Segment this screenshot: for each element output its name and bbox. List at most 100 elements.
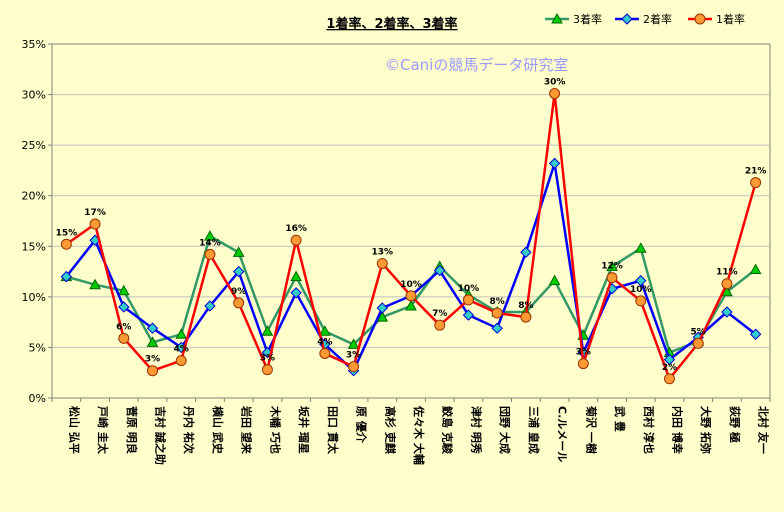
- x-category-label: 原 優介: [355, 406, 369, 444]
- point-0-19: [606, 260, 618, 272]
- y-tick-label: 25%: [22, 139, 46, 152]
- point-2-22: [692, 337, 704, 349]
- point-1-23: [721, 306, 733, 318]
- point-0-6: [232, 246, 245, 257]
- point-1-15: [491, 322, 503, 334]
- data-label: 3%: [346, 351, 361, 361]
- point-1-8: [290, 287, 302, 299]
- data-label: 16%: [285, 224, 307, 234]
- data-label: 14%: [199, 238, 221, 248]
- data-labels: 15% 17% 6% 3% 4% 14% 9% 3% 16% 4% 3% 13% 10% 7% 10% 8% 8…: [56, 78, 767, 373]
- legend: 3着率 2着率 1着率: [545, 12, 745, 26]
- point-2-5: [204, 248, 216, 260]
- point-1-17: [548, 157, 561, 170]
- point-2-19: [606, 272, 618, 284]
- x-category-label: 北村 友一: [757, 406, 771, 454]
- data-label: 11%: [716, 268, 738, 278]
- point-0-7: [261, 325, 274, 336]
- point-1-21: [663, 353, 676, 366]
- point-0-5: [204, 230, 216, 241]
- point-0-12: [405, 299, 417, 311]
- y-tick-label: 5%: [29, 341, 46, 354]
- point-2-8: [290, 234, 302, 246]
- point-1-6: [232, 265, 245, 278]
- point-1-5: [204, 300, 216, 312]
- point-0-1: [89, 278, 101, 290]
- point-2-23: [721, 278, 733, 290]
- x-category-label: 丹内 祐次: [182, 406, 196, 454]
- data-label: 17%: [84, 208, 106, 218]
- point-1-14: [462, 309, 475, 321]
- data-label: 2%: [662, 363, 677, 373]
- data-label: 3%: [145, 355, 160, 365]
- watermark: ©Caniの競馬データ研究室: [385, 56, 568, 74]
- point-2-14: [462, 294, 474, 306]
- x-category-label: 団野 大成: [498, 406, 512, 454]
- y-tick-label: 20%: [22, 190, 46, 203]
- point-2-20: [635, 295, 647, 307]
- point-0-9: [318, 325, 331, 336]
- legend-label-0: 3着率: [573, 12, 602, 26]
- x-category-label: 鮫島 克駿: [441, 406, 455, 455]
- x-category-label: 菅原 明良: [125, 406, 139, 454]
- x-category-label: 横山 武史: [211, 406, 225, 455]
- point-2-6: [233, 297, 245, 309]
- point-2-0: [60, 238, 72, 250]
- data-label: 15%: [56, 228, 78, 238]
- point-2-24: [750, 177, 762, 189]
- x-category-label: 吉村 誠之助: [154, 406, 168, 465]
- data-label: 10%: [400, 280, 422, 290]
- point-1-11: [376, 302, 388, 314]
- point-1-16: [520, 246, 532, 259]
- series-2: [60, 88, 762, 385]
- x-category-label: 佐々木 大輔: [412, 405, 426, 465]
- x-category-label: 高杉 吏麒: [383, 406, 397, 454]
- point-2-21: [663, 373, 675, 385]
- y-tick-label: 0%: [29, 392, 46, 405]
- x-category-label: 大野 拓弥: [699, 406, 713, 454]
- plot-area: [51, 43, 771, 399]
- legend-marker-0: [551, 12, 563, 24]
- legend-label-2: 1着率: [716, 12, 745, 26]
- data-label: 4%: [317, 337, 332, 347]
- point-1-13: [434, 264, 446, 277]
- point-1-2: [118, 301, 130, 313]
- y-tick-label: 15%: [22, 240, 46, 253]
- y-axis-ticks: 0% 5% 10% 15% 20% 25% 30% 35%: [22, 38, 771, 405]
- data-label: 12%: [601, 262, 623, 272]
- point-2-13: [434, 319, 446, 331]
- x-category-label: 坂井 瑠星: [297, 406, 311, 454]
- data-label: 30%: [544, 78, 566, 88]
- point-2-11: [376, 257, 388, 269]
- y-tick-label: 30%: [22, 89, 46, 102]
- point-2-9: [319, 347, 331, 359]
- x-category-label: 菊沢 一樹: [584, 406, 598, 454]
- x-category-label: 松山 弘平: [67, 406, 81, 454]
- point-2-17: [549, 88, 561, 100]
- point-0-3: [146, 336, 159, 347]
- x-category-label: 西村 淳也: [642, 406, 656, 454]
- point-2-3: [147, 365, 159, 377]
- point-2-18: [577, 358, 589, 370]
- data-label: 10%: [630, 285, 652, 295]
- y-tick-label: 10%: [22, 291, 46, 304]
- x-category-label: 荻野 極: [728, 406, 742, 443]
- point-2-7: [261, 364, 273, 376]
- x-category-label: C.ルメール: [556, 406, 569, 462]
- point-1-0: [60, 270, 73, 283]
- series-layer: [60, 88, 762, 385]
- data-label: 10%: [458, 284, 480, 294]
- data-label: 4%: [174, 345, 189, 355]
- point-2-10: [348, 361, 360, 373]
- data-label: 5%: [691, 327, 706, 337]
- point-0-24: [749, 263, 762, 275]
- x-category-label: 三浦 皇成: [527, 406, 541, 454]
- legend-label-1: 2着率: [643, 12, 672, 26]
- x-category-label: 岩田 望来: [240, 405, 254, 455]
- x-category-label: 津村 明秀: [469, 406, 483, 454]
- legend-marker-1: [621, 13, 633, 25]
- legend-marker-2: [694, 13, 706, 25]
- point-0-4: [175, 328, 188, 339]
